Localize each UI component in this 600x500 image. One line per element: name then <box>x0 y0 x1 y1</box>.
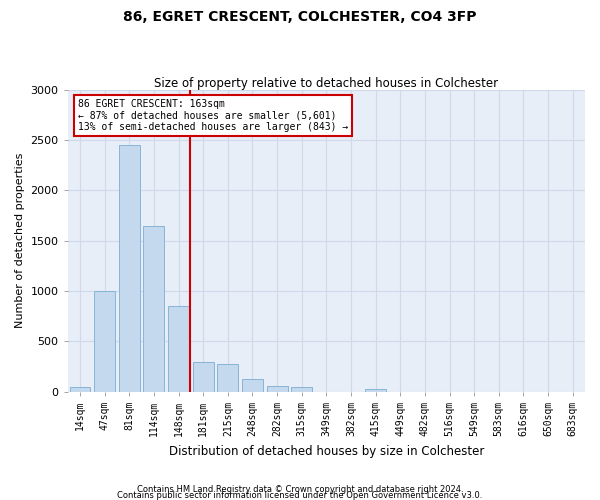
Text: Contains HM Land Registry data © Crown copyright and database right 2024.: Contains HM Land Registry data © Crown c… <box>137 484 463 494</box>
Text: Contains public sector information licensed under the Open Government Licence v3: Contains public sector information licen… <box>118 490 482 500</box>
Title: Size of property relative to detached houses in Colchester: Size of property relative to detached ho… <box>154 76 499 90</box>
Bar <box>365 389 386 392</box>
Bar <box>266 386 287 392</box>
Bar <box>119 145 140 392</box>
Bar <box>70 387 91 392</box>
Y-axis label: Number of detached properties: Number of detached properties <box>15 153 25 328</box>
X-axis label: Distribution of detached houses by size in Colchester: Distribution of detached houses by size … <box>169 444 484 458</box>
Bar <box>94 291 115 392</box>
Bar <box>143 226 164 392</box>
Bar <box>168 306 189 392</box>
Bar <box>242 380 263 392</box>
Bar <box>291 387 312 392</box>
Bar <box>193 362 214 392</box>
Bar <box>217 364 238 392</box>
Text: 86, EGRET CRESCENT, COLCHESTER, CO4 3FP: 86, EGRET CRESCENT, COLCHESTER, CO4 3FP <box>123 10 477 24</box>
Text: 86 EGRET CRESCENT: 163sqm
← 87% of detached houses are smaller (5,601)
13% of se: 86 EGRET CRESCENT: 163sqm ← 87% of detac… <box>78 98 349 132</box>
